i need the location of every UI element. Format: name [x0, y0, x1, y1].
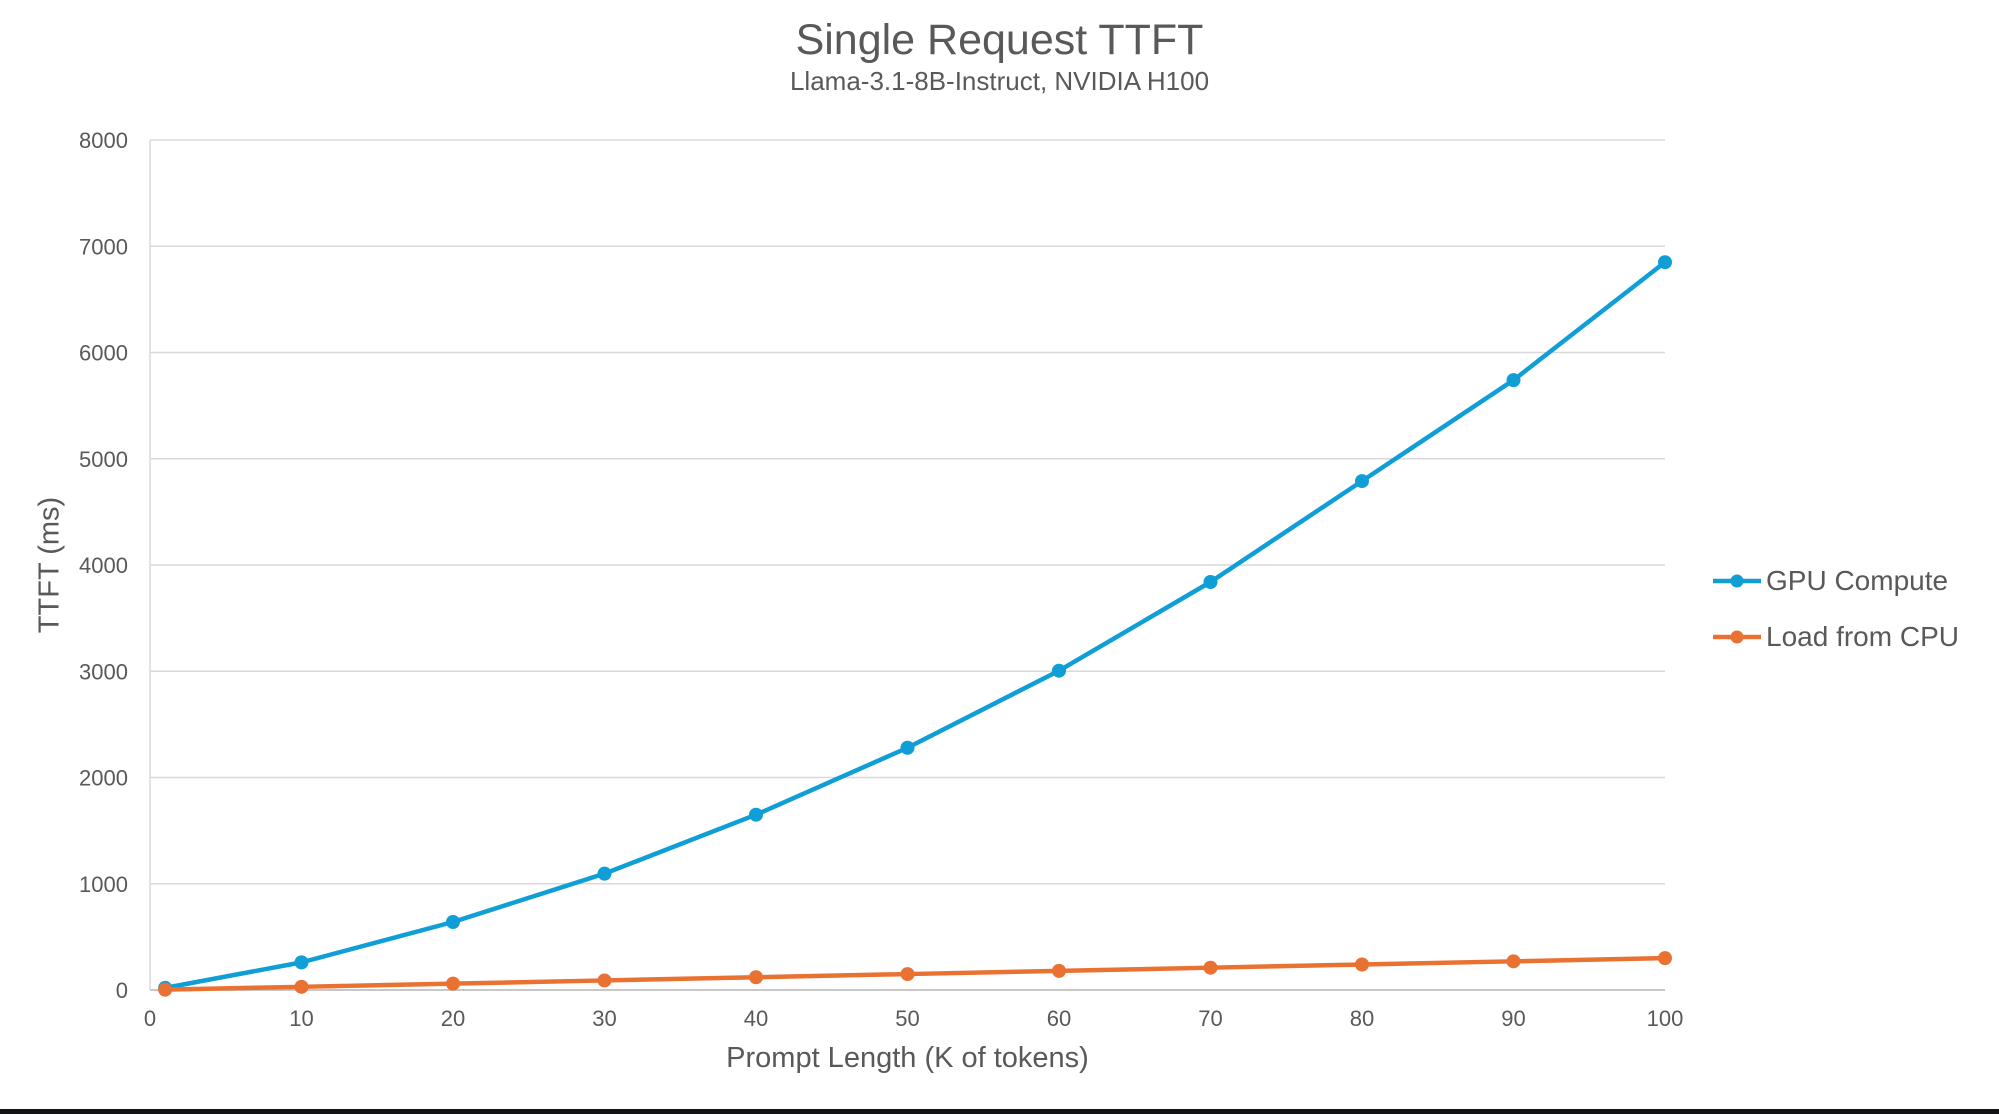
y-tick-label: 8000	[79, 128, 128, 153]
x-tick-label: 80	[1350, 1006, 1374, 1031]
data-point-gpu-compute	[294, 955, 309, 970]
y-tick-label: 3000	[79, 659, 128, 684]
chart-subtitle: Llama-3.1-8B-Instruct, NVIDIA H100	[789, 66, 1210, 96]
legend-entry-gpu-compute: GPU Compute	[1712, 562, 1959, 600]
legend-label: GPU Compute	[1766, 565, 1949, 596]
series-line-gpu-compute	[162, 259, 1668, 991]
data-point-gpu-compute	[597, 866, 612, 881]
x-tick-label: 20	[441, 1006, 465, 1031]
x-tick-label: 100	[1647, 1006, 1684, 1031]
y-tick-label: 0	[116, 978, 128, 1003]
x-axis-title: Prompt Length (K of tokens)	[726, 1042, 1089, 1074]
data-point-load-from-cpu	[294, 979, 309, 994]
bottom-edge-bar	[0, 1109, 1999, 1114]
data-point-load-from-cpu	[1203, 960, 1218, 975]
line-marker-swatch-icon	[1713, 630, 1761, 644]
legend: GPU Compute Load from CPU	[1712, 562, 1959, 656]
data-point-gpu-compute	[1052, 663, 1066, 678]
x-tick-label: 10	[289, 1006, 313, 1031]
x-tick-label: 50	[895, 1006, 919, 1031]
data-point-load-from-cpu	[749, 970, 763, 985]
y-tick-label: 4000	[79, 553, 128, 578]
x-tick-label: 90	[1501, 1006, 1525, 1031]
data-point-load-from-cpu	[158, 982, 173, 997]
data-point-gpu-compute	[1658, 255, 1672, 270]
data-point-load-from-cpu	[1506, 954, 1521, 969]
x-tick-label: 0	[144, 1006, 156, 1031]
data-point-load-from-cpu	[1052, 963, 1066, 978]
chart-title: Single Request TTFT	[795, 16, 1204, 64]
data-point-load-from-cpu	[900, 967, 915, 982]
legend-label: Load from CPU	[1766, 621, 1959, 652]
data-point-load-from-cpu	[597, 973, 612, 988]
data-point-gpu-compute	[1355, 474, 1369, 489]
data-point-gpu-compute	[446, 915, 460, 929]
data-point-gpu-compute	[1506, 373, 1521, 388]
series-line-load-from-cpu	[162, 955, 1668, 992]
data-point-load-from-cpu	[1355, 957, 1369, 972]
legend-entry-load-from-cpu: Load from CPU	[1712, 618, 1959, 656]
line-marker-swatch-icon	[1713, 574, 1761, 588]
x-tick-label: 60	[1047, 1006, 1071, 1031]
data-point-load-from-cpu	[1658, 951, 1672, 966]
x-tick-label: 30	[592, 1006, 616, 1031]
data-point-gpu-compute	[749, 807, 763, 822]
y-tick-label: 6000	[79, 341, 128, 366]
data-point-gpu-compute	[900, 740, 915, 755]
x-tick-label: 40	[744, 1006, 768, 1031]
data-point-gpu-compute	[1203, 575, 1218, 589]
y-axis-title: TTFT (ms)	[33, 496, 66, 634]
y-tick-label: 5000	[79, 447, 128, 472]
y-tick-label: 2000	[79, 766, 128, 791]
y-tick-label: 7000	[79, 234, 128, 259]
x-tick-label: 70	[1198, 1006, 1222, 1031]
data-point-load-from-cpu	[446, 976, 460, 991]
y-tick-label: 1000	[79, 872, 128, 897]
